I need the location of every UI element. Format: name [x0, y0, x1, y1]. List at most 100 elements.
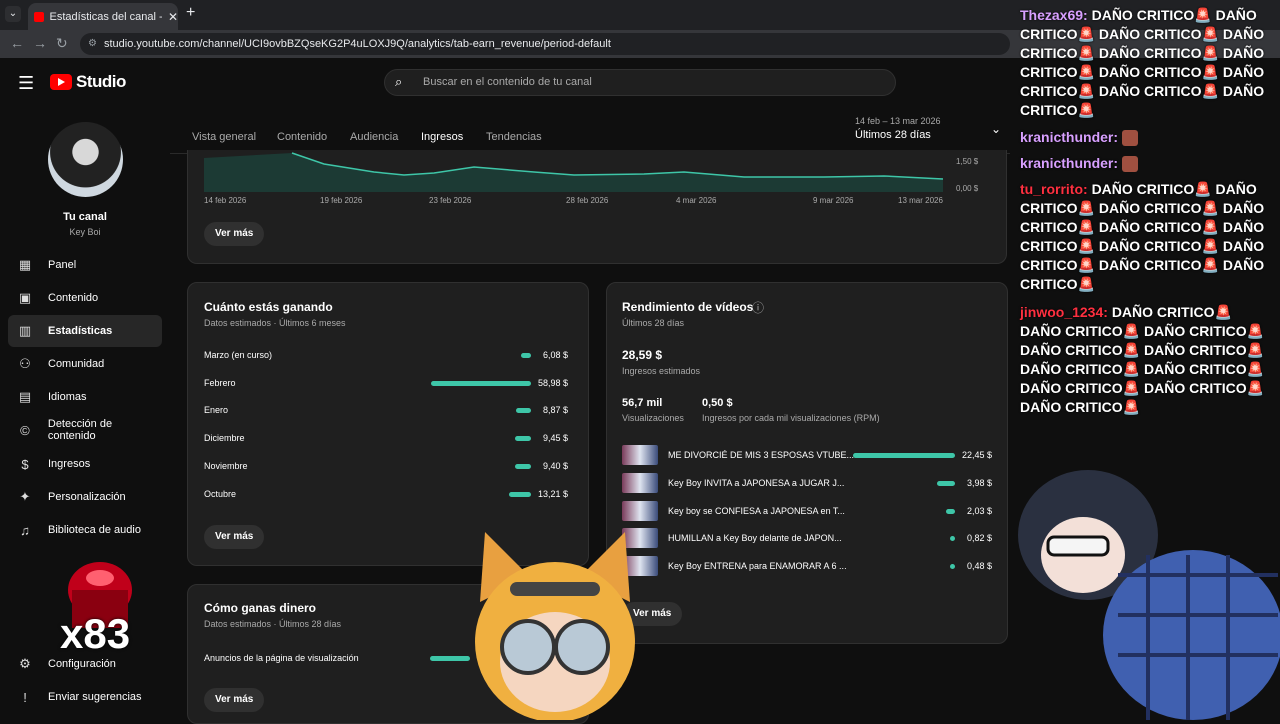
sidebar-item-9[interactable]: ♫ Biblioteca de audio: [8, 514, 162, 546]
sidebar-item-4[interactable]: ⚇ Comunidad: [8, 348, 162, 380]
studio-logo[interactable]: Studio: [50, 72, 126, 92]
magic-wand-icon: ✦: [19, 489, 31, 504]
sidebar-item-label: Comunidad: [48, 358, 105, 370]
video-thumbnail[interactable]: [622, 556, 658, 577]
url-input[interactable]: studio.youtube.com/channel/UCI9ovbBZQseK…: [80, 33, 1010, 55]
money-title: Cómo ganas dinero: [204, 601, 317, 615]
dashboard-icon: ▦: [18, 257, 32, 272]
chart-area: [204, 153, 943, 192]
tab-1[interactable]: Vista general: [192, 131, 257, 143]
chevron-down-icon[interactable]: ⌄: [991, 122, 1002, 136]
search-input[interactable]: Buscar en el contenido de tu canal: [384, 69, 896, 96]
video-title[interactable]: ME DIVORCIÉ DE MIS 3 ESPOSAS VTUBE...: [668, 450, 855, 460]
tab-4[interactable]: Ingresos: [421, 131, 464, 143]
see-more-button[interactable]: Ver más: [204, 222, 265, 246]
channel-avatar[interactable]: [48, 122, 123, 197]
earning-row-label: Diciembre: [204, 433, 245, 444]
video-thumbnail[interactable]: [622, 472, 658, 493]
earning-row-value: 13,21 $: [537, 488, 568, 499]
analytics-tabs: [170, 106, 1010, 154]
sidebar-bottom-item-2[interactable]: ! Enviar sugerencias: [8, 681, 162, 713]
earning-title: Cuánto estás ganando: [204, 300, 333, 314]
youtube-logo-icon: [50, 74, 72, 90]
sidebar-item-label: Configuración: [48, 658, 116, 670]
info-icon[interactable]: ⓘ: [752, 301, 765, 315]
video-thumbnail[interactable]: [622, 445, 658, 465]
sidebar-item-2[interactable]: ▣ Contenido: [8, 282, 162, 314]
videos-subtitle: Últimos 28 días: [622, 318, 685, 328]
see-more-button[interactable]: Ver más: [204, 525, 265, 549]
sidebar-item-3[interactable]: ▥ Estadísticas: [8, 315, 162, 347]
chat-text: DAÑO CRITICO🚨 DAÑO CRITICO🚨 DAÑO CRITICO…: [1020, 7, 1265, 118]
sidebar-bottom-item-1[interactable]: ⚙ Configuración: [8, 648, 162, 680]
video-title[interactable]: Key Boy INVITA a JAPONESA a JUGAR J...: [668, 477, 845, 488]
subtitles-icon: ▤: [18, 389, 32, 404]
forward-icon[interactable]: →: [33, 35, 47, 51]
sidebar-item-label: Idiomas: [48, 391, 87, 403]
search-icon[interactable]: ⌕: [395, 74, 403, 89]
date-range-dates: 14 feb – 13 mar 2026: [855, 116, 941, 126]
sidebar-item-1[interactable]: ▦ Panel: [8, 249, 162, 281]
video-thumbnail[interactable]: [622, 528, 658, 549]
video-title[interactable]: Key boy se CONFIESA a JAPONESA en T...: [668, 505, 845, 516]
chat-username: tu_rorrito:: [1020, 181, 1088, 197]
chat-username: kranicthunder:: [1020, 129, 1119, 145]
sidebar-item-label: Personalización: [48, 491, 126, 503]
date-range-label[interactable]: Últimos 28 días: [855, 129, 931, 141]
video-revenue-bar: [936, 480, 955, 486]
channel-name: Key Boi: [69, 227, 101, 237]
video-thumbnail[interactable]: [622, 500, 658, 521]
site-info-icon[interactable]: ⚙: [88, 38, 97, 49]
sidebar-item-7[interactable]: $ Ingresos: [8, 448, 162, 480]
video-performance-card: Rendimiento de vídeos ⓘ Últimos 28 días …: [606, 282, 1008, 644]
chat-username: Thezax69:: [1020, 7, 1088, 23]
earning-row-bar: [509, 491, 531, 497]
menu-icon[interactable]: ☰: [18, 73, 35, 93]
video-revenue-value: 0,82 $: [966, 533, 992, 544]
new-tab-button[interactable]: +: [186, 4, 196, 21]
earning-row-label: Enero: [204, 405, 229, 416]
video-title[interactable]: HUMILLAN a Key Boy delante de JAPON...: [668, 533, 842, 544]
tab-search-button[interactable]: ⌄: [5, 6, 21, 22]
close-tab-icon[interactable]: ✕: [167, 9, 178, 24]
see-more-button[interactable]: Ver más: [204, 688, 265, 712]
gear-icon: ⚙: [19, 656, 31, 671]
chat-text: DAÑO CRITICO🚨 DAÑO CRITICO🚨 DAÑO CRITICO…: [1020, 181, 1265, 292]
chat-username: jinwoo_1234:: [1020, 304, 1108, 320]
video-revenue-value: 0,48 $: [966, 561, 992, 572]
logo-text: Studio: [76, 72, 126, 91]
video-revenue-value: 3,98 $: [966, 477, 992, 488]
tab-title: Estadísticas del canal - YouTube: [49, 10, 162, 23]
content-icon: ▣: [18, 290, 32, 305]
x-tick: 19 feb 2026: [320, 196, 363, 205]
videos-title: Rendimiento de vídeos: [622, 300, 754, 314]
emote-icon: [1121, 156, 1138, 173]
reload-icon[interactable]: ↻: [56, 35, 68, 51]
sidebar-item-label: Estadísticas: [48, 325, 113, 337]
x-tick: 14 feb 2026: [204, 196, 247, 205]
earning-subtitle: Datos estimados · Últimos 6 meses: [204, 318, 346, 328]
chat-message: kranicthunder:: [1020, 154, 1276, 173]
tab-5[interactable]: Tendencias: [486, 131, 542, 143]
tab-3[interactable]: Audiencia: [350, 131, 399, 143]
x-tick: 9 mar 2026: [813, 196, 854, 205]
sidebar-item-8[interactable]: ✦ Personalización: [8, 481, 162, 513]
earning-row-label: Febrero: [204, 377, 236, 388]
channel-title: Tu canal: [63, 211, 107, 223]
rpm-label: Ingresos por cada mil visualizaciones (R…: [702, 413, 880, 423]
views-label: Visualizaciones: [622, 413, 684, 423]
browser-tab[interactable]: Estadísticas del canal - YouTube ✕: [28, 3, 178, 30]
views-value: 56,7 mil: [622, 397, 663, 409]
dollar-icon: $: [21, 456, 29, 472]
estimated-revenue: 28,59 $: [622, 348, 663, 362]
x-tick: 28 feb 2026: [566, 196, 609, 205]
revenue-chart-card: 1,50 $ 0,00 $ Ver más 14 feb 2026 19 feb …: [187, 150, 1007, 264]
x-tick: 23 feb 2026: [429, 196, 472, 205]
sidebar-item-5[interactable]: ▤ Idiomas: [8, 381, 162, 413]
earning-row-value: 9,40 $: [542, 460, 568, 471]
tab-2[interactable]: Contenido: [277, 131, 328, 143]
earning-card: Cuánto estás ganando Datos estimados · Ú…: [187, 282, 589, 566]
video-title[interactable]: Key Boy ENTRENA para ENAMORAR A 6 ...: [668, 561, 847, 572]
back-icon[interactable]: ←: [10, 35, 24, 51]
sidebar-item-6[interactable]: © Detección de contenido: [8, 414, 162, 446]
